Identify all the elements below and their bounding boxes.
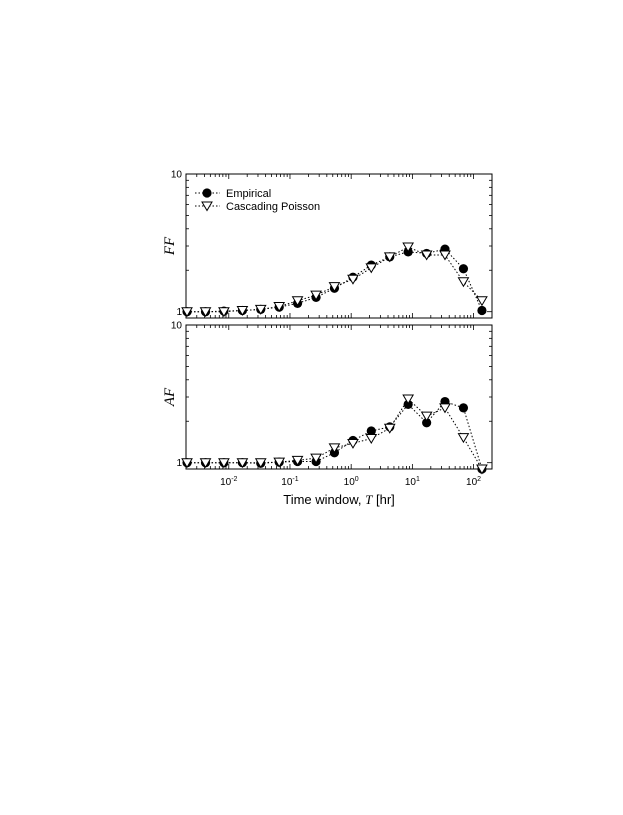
data-point: [181, 458, 193, 469]
data-point: [310, 453, 322, 464]
data-point: [347, 438, 359, 449]
x-tick-label: 10-2: [220, 476, 237, 488]
data-point: [476, 296, 488, 307]
data-point: [366, 426, 376, 436]
data-point: [291, 296, 304, 307]
y-axis-label: FF: [162, 236, 178, 256]
legend-label: Cascading Poisson: [226, 201, 320, 213]
data-point: [458, 264, 469, 274]
y-tick-label: 1: [176, 307, 182, 318]
data-point: [236, 458, 249, 469]
series-empirical: [182, 396, 487, 474]
data-point: [199, 458, 212, 469]
series-line: [187, 398, 483, 470]
x-tick-label: 101: [405, 476, 420, 488]
x-tick-label: 100: [344, 476, 359, 488]
legend-marker: [202, 188, 212, 198]
data-point: [439, 403, 451, 414]
data-point: [457, 277, 470, 288]
data-point: [365, 433, 378, 444]
data-point: [310, 290, 322, 301]
data-point: [218, 458, 230, 469]
data-point: [383, 423, 396, 434]
data-point: [273, 457, 286, 468]
data-point: [420, 250, 433, 261]
data-point: [420, 411, 433, 422]
data-point: [254, 458, 267, 469]
data-point: [291, 455, 304, 466]
data-point: [347, 274, 359, 285]
data-point: [199, 307, 212, 318]
plot-frame: [185, 324, 493, 470]
legend-marker: [201, 201, 213, 212]
data-point: [476, 464, 488, 475]
data-point: [422, 418, 432, 428]
data-point: [477, 305, 487, 316]
y-tick-label: 1: [176, 458, 182, 469]
series-line: [187, 248, 483, 313]
data-point: [328, 282, 341, 293]
data-point: [439, 250, 451, 261]
data-point: [402, 394, 415, 405]
data-point: [328, 443, 341, 454]
y-axis-label: AF: [162, 387, 178, 407]
series-line: [187, 246, 483, 313]
y-tick-label: 10: [171, 321, 183, 332]
panel-af: 1 10 10-2 10-1 100 101 102 AF Time window, T [hr…: [162, 321, 493, 507]
data-point: [181, 307, 193, 318]
x-tick-label: 102: [466, 476, 481, 488]
data-point: [383, 252, 396, 263]
x-tick-label: 10-1: [281, 476, 298, 488]
y-tick-label: 10: [171, 170, 183, 181]
data-point: [254, 304, 267, 315]
data-point: [457, 433, 470, 444]
legend-label: Empirical: [226, 188, 271, 200]
data-point: [218, 307, 230, 318]
series-cascading-poisson: [181, 242, 488, 318]
x-axis-label: Time window, T [hr]: [283, 492, 395, 507]
series-cascading-poisson: [181, 394, 488, 475]
data-point: [365, 263, 378, 274]
data-point: [236, 306, 249, 317]
data-point: [402, 242, 415, 253]
data-point: [458, 403, 469, 413]
data-point: [273, 302, 286, 313]
